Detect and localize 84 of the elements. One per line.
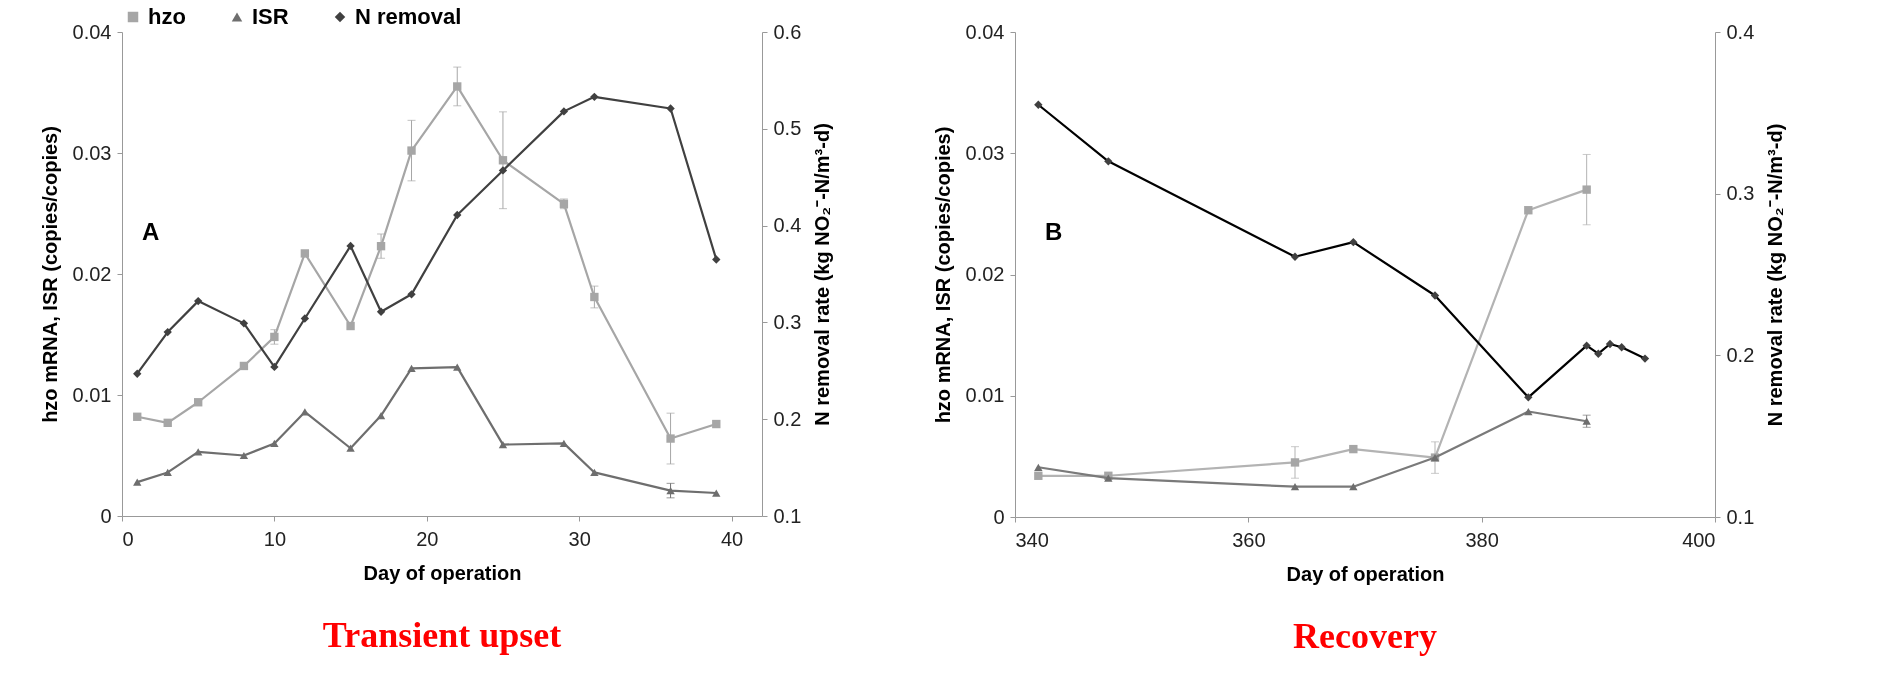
point [300,314,310,323]
point [346,321,355,331]
y2-tick-label: 0.1 [773,504,802,527]
point [666,104,675,113]
y2-tick-label: 0.4 [773,214,802,237]
point [407,146,416,155]
point [239,319,249,328]
y-tick-label: 0.02 [965,263,1005,285]
y-tick-label: 0.01 [965,384,1005,407]
x-tick-label: 400 [1682,528,1716,551]
annotation: A [142,217,160,245]
x-tick-label: 340 [1015,528,1049,551]
point [270,362,279,372]
annotation: B [1045,218,1063,246]
y2-tick-label: 0.2 [1726,343,1755,366]
x-tick-label: 40 [720,527,744,550]
point [712,255,721,264]
y-tick-label: 0.02 [72,262,112,285]
legend-label: hzo [148,4,186,29]
x-axis-title: Day of operation [363,561,522,584]
y2-tick-label: 0.1 [1726,505,1755,528]
point [239,451,249,460]
point [666,434,675,443]
point [194,296,203,306]
y2-tick-label: 0.5 [773,117,802,140]
point [346,444,355,452]
point [133,412,142,421]
point [133,369,142,378]
point [376,411,386,420]
y-tick-label: 0.03 [72,141,112,164]
y-tick-label: 0.04 [72,20,112,43]
y-tick-label: 0.03 [965,141,1005,164]
y2-tick-label: 0.3 [1726,182,1755,205]
text: Recovery [1293,616,1437,656]
point [300,249,310,258]
point [559,107,569,116]
point [590,92,599,102]
y-tick-label: 0.04 [965,20,1005,43]
point [376,307,386,316]
point [346,241,355,251]
x-tick-label: 0 [122,527,134,550]
point [498,156,508,165]
point [270,332,279,342]
point [239,361,249,371]
point [376,241,386,251]
point [590,468,599,477]
x-tick-label: 380 [1465,528,1499,551]
y2-tick-label: 0.3 [773,310,802,333]
y-axis-title: hzo mRNA, ISR (copies/copies) [931,126,954,424]
legend-label: ISR [252,4,289,29]
point [163,327,172,337]
y-tick-label: 0 [100,504,112,527]
x-tick-label: 30 [568,527,591,550]
y2-axis-title: N removal rate (kg NO₂⁻-N/m³-d) [811,123,834,426]
point [194,398,203,407]
legend-label: N removal [355,4,462,29]
point [407,364,416,372]
y-axis-title: hzo mRNA, ISR (copies/copies) [38,126,61,423]
point [163,468,172,477]
point [163,418,172,428]
point [712,489,721,497]
y2-axis-title: N removal rate (kg NO₂⁻-N/m³-d) [1764,123,1787,427]
point [498,166,508,175]
point [407,290,416,299]
y2-tick-label: 0.2 [773,407,802,430]
point [498,440,508,449]
point [270,439,279,448]
x-tick-label: 20 [416,527,439,550]
point [133,478,142,486]
y-tick-label: 0 [993,505,1005,528]
x-tick-label: 10 [263,527,287,550]
point [559,439,569,448]
y2-tick-label: 0.4 [1726,20,1755,43]
y2-tick-label: 0.6 [773,20,802,43]
point [453,210,462,220]
x-tick-label: 360 [1232,528,1266,551]
text: Transient upset [322,615,562,655]
point [712,419,721,429]
point [453,82,462,91]
point [590,292,599,302]
point [666,486,675,495]
y-tick-label: 0.01 [72,383,112,406]
point [453,363,462,371]
x-axis-title: Day of operation [1286,562,1445,585]
